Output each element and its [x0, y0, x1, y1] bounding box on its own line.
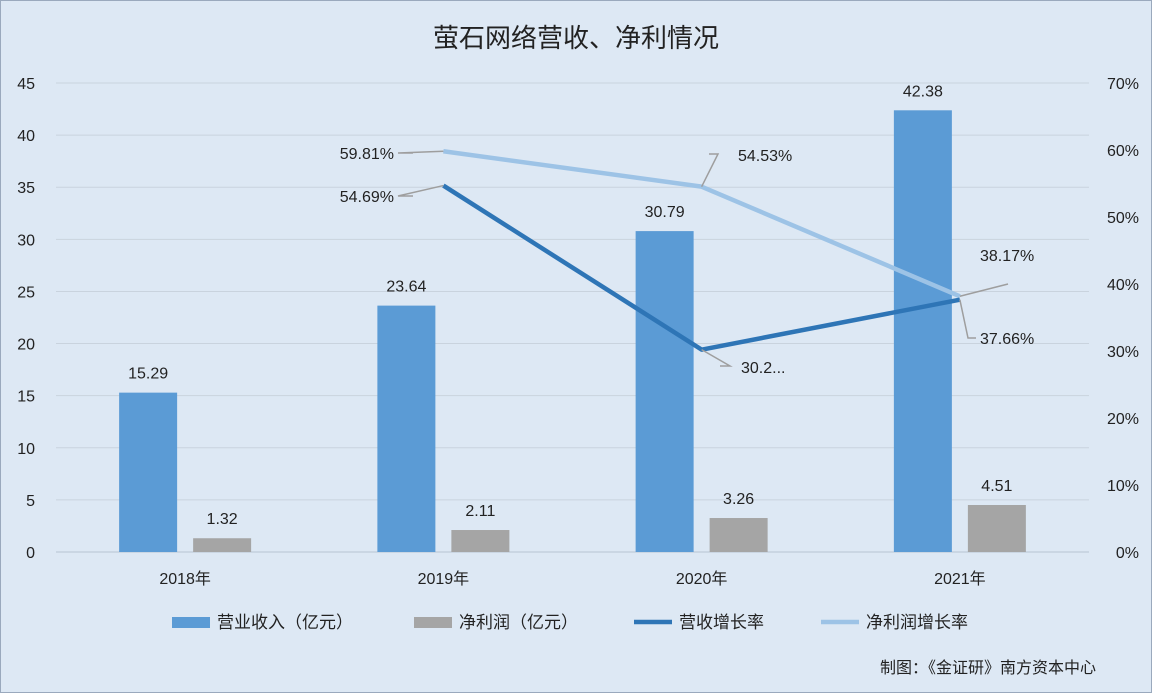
bar	[193, 538, 252, 552]
y-right-tick-label: 0%	[1116, 545, 1139, 562]
bar-data-label: 15.29	[128, 366, 168, 383]
leader-line	[397, 184, 444, 197]
y-left-tick-label: 0	[26, 545, 35, 562]
line-data-label: 30.2...	[741, 360, 785, 377]
x-tick-label: 2018年	[159, 570, 211, 588]
y-left-tick-label: 40	[17, 128, 35, 145]
legend-swatch	[414, 617, 452, 628]
series-line	[442, 183, 961, 352]
leader-line	[397, 150, 444, 154]
bar-data-label: 2.11	[465, 503, 495, 520]
y-right-tick-label: 40%	[1107, 277, 1139, 294]
y-left-tick-label: 20	[17, 337, 35, 354]
legend-label: 净利润（亿元）	[459, 613, 578, 632]
y-right-tick-label: 20%	[1107, 411, 1139, 428]
series-line	[443, 149, 961, 299]
bar	[451, 530, 510, 552]
leader-line	[959, 299, 976, 339]
line-data-label: 54.53%	[738, 148, 792, 165]
bar	[709, 518, 768, 552]
x-tick-label: 2020年	[676, 570, 728, 588]
y-right-tick-label: 60%	[1107, 143, 1139, 160]
bar	[119, 392, 178, 552]
x-tick-label: 2019年	[418, 570, 470, 588]
y-right-tick-label: 10%	[1107, 478, 1139, 495]
bar-data-label: 30.79	[645, 204, 685, 221]
bar	[967, 504, 1026, 552]
y-right-tick-label: 50%	[1107, 210, 1139, 227]
bar-data-label: 1.32	[207, 511, 238, 528]
y-left-tick-label: 30	[17, 232, 35, 249]
bar-data-label: 42.38	[903, 83, 943, 100]
bar-data-label: 23.64	[386, 279, 426, 296]
leader-line	[700, 153, 720, 187]
y-left-tick-label: 35	[17, 180, 35, 197]
legend-label: 净利润增长率	[866, 613, 968, 632]
line-data-label: 59.81%	[340, 146, 394, 163]
y-left-tick-label: 45	[17, 76, 35, 93]
y-right-tick-label: 70%	[1107, 76, 1139, 93]
chart-credit: 制图：《金证研》南方资本中心	[880, 659, 1096, 677]
bar-data-label: 3.26	[723, 491, 754, 508]
y-left-tick-label: 5	[26, 493, 35, 510]
chart-title: 萤石网络营收、净利情况	[433, 23, 719, 53]
bar-data-label: 4.51	[981, 478, 1012, 495]
line-data-label: 37.66%	[980, 331, 1034, 348]
leader-line	[701, 349, 733, 367]
bar	[893, 110, 952, 553]
leader-line	[959, 283, 1009, 297]
y-right-tick-label: 30%	[1107, 344, 1139, 361]
x-tick-label: 2021年	[934, 570, 986, 588]
legend-swatch	[172, 617, 210, 628]
line-data-label: 54.69%	[340, 189, 394, 206]
legend-label: 营收增长率	[679, 613, 764, 632]
y-left-tick-label: 10	[17, 441, 35, 458]
line-data-label: 38.17%	[980, 248, 1034, 265]
y-left-tick-label: 15	[17, 389, 35, 406]
bar	[635, 231, 694, 552]
bar	[377, 305, 436, 552]
legend-label: 营业收入（亿元）	[217, 613, 353, 632]
y-left-tick-label: 25	[17, 284, 35, 301]
